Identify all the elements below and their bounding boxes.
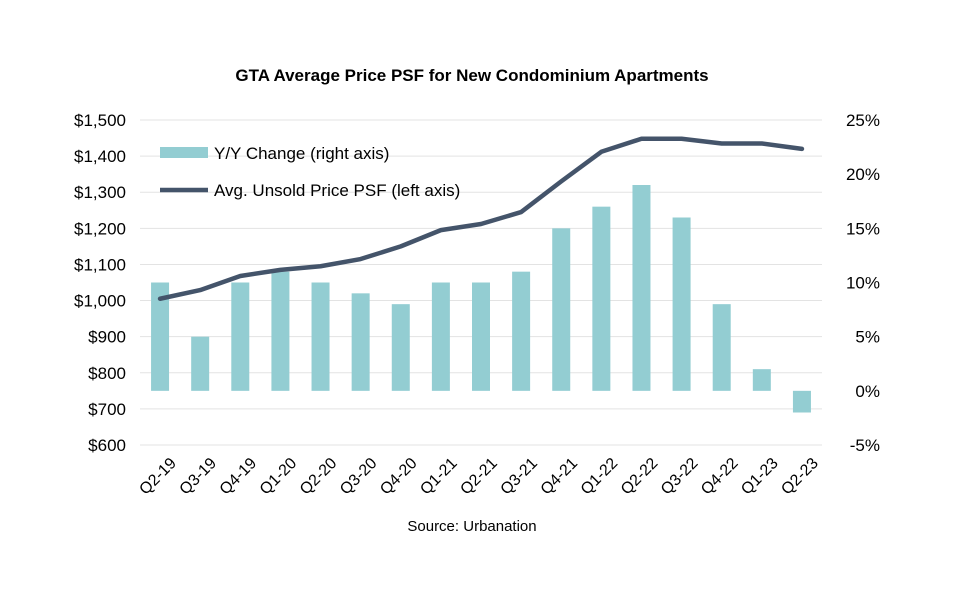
left-axis-tick-label: $1,000: [74, 292, 126, 311]
right-axis-tick-label: -5%: [850, 436, 880, 455]
legend-line-label: Avg. Unsold Price PSF (left axis): [214, 181, 460, 200]
left-axis-tick-label: $600: [88, 436, 126, 455]
x-axis: Q2-19Q3-19Q4-19Q1-20Q2-20Q3-20Q4-20Q1-21…: [136, 455, 821, 499]
bar: [672, 217, 691, 391]
x-axis-tick-label: Q3-20: [337, 455, 381, 499]
left-axis-tick-label: $700: [88, 400, 126, 419]
source-note: Source: Urbanation: [407, 518, 536, 535]
chart-title: GTA Average Price PSF for New Condominiu…: [235, 66, 708, 85]
bar: [431, 282, 450, 391]
x-axis-tick-label: Q3-21: [498, 455, 542, 499]
left-axis: $1,500 $1,400 $1,300 $1,200 $1,100 $1,000 $900…: [74, 111, 126, 455]
legend-bar-label: Y/Y Change (right axis): [214, 144, 389, 163]
bar: [712, 304, 731, 391]
left-axis-tick-label: $900: [88, 328, 126, 347]
bar: [351, 293, 370, 391]
bar: [271, 271, 290, 391]
right-axis-tick-label: 10%: [846, 274, 880, 293]
bar: [311, 282, 330, 391]
x-axis-tick-label: Q4-20: [377, 455, 421, 499]
bar: [592, 206, 611, 391]
x-axis-tick-label: Q2-19: [136, 455, 180, 499]
bar: [792, 390, 811, 413]
x-axis-tick-label: Q4-21: [538, 455, 582, 499]
x-axis-tick-label: Q2-21: [457, 455, 501, 499]
bar: [151, 282, 170, 391]
legend: Y/Y Change (right axis) Avg. Unsold Pric…: [160, 144, 460, 200]
bar: [752, 369, 771, 391]
x-axis-tick-label: Q4-19: [217, 455, 261, 499]
right-axis-tick-label: 25%: [846, 111, 880, 130]
x-axis-tick-label: Q2-22: [618, 455, 662, 499]
left-axis-tick-label: $1,300: [74, 183, 126, 202]
bar: [191, 336, 210, 391]
right-axis-tick-label: 0%: [855, 382, 880, 401]
left-axis-tick-label: $1,400: [74, 147, 126, 166]
x-axis-tick-label: Q1-23: [738, 455, 782, 499]
price-line: [157, 136, 805, 301]
bar: [552, 228, 571, 391]
x-axis-tick-label: Q1-21: [417, 455, 461, 499]
left-axis-tick-label: $1,100: [74, 255, 126, 274]
line-series: [157, 136, 805, 301]
bar: [512, 271, 531, 391]
x-axis-tick-label: Q2-20: [297, 455, 341, 499]
right-axis-tick-label: 15%: [846, 219, 880, 238]
left-axis-tick-label: $1,200: [74, 219, 126, 238]
left-axis-tick-label: $800: [88, 364, 126, 383]
x-axis-tick-label: Q3-19: [177, 455, 221, 499]
legend-bar-swatch: [160, 147, 208, 158]
right-axis-tick-label: 20%: [846, 165, 880, 184]
x-axis-tick-label: Q1-20: [257, 455, 301, 499]
x-axis-tick-label: Q3-22: [658, 455, 702, 499]
x-axis-tick-label: Q4-22: [698, 455, 742, 499]
right-axis-tick-label: 5%: [855, 328, 880, 347]
bar: [632, 185, 651, 391]
x-axis-tick-label: Q2-23: [778, 455, 822, 499]
x-axis-tick-label: Q1-22: [578, 455, 622, 499]
bar: [391, 304, 410, 391]
right-axis: 25% 20% 15% 10% 5% 0% -5%: [846, 111, 880, 455]
left-axis-tick-label: $1,500: [74, 111, 126, 130]
bar-series: [151, 185, 811, 413]
bar: [472, 282, 490, 391]
bar: [231, 282, 250, 391]
